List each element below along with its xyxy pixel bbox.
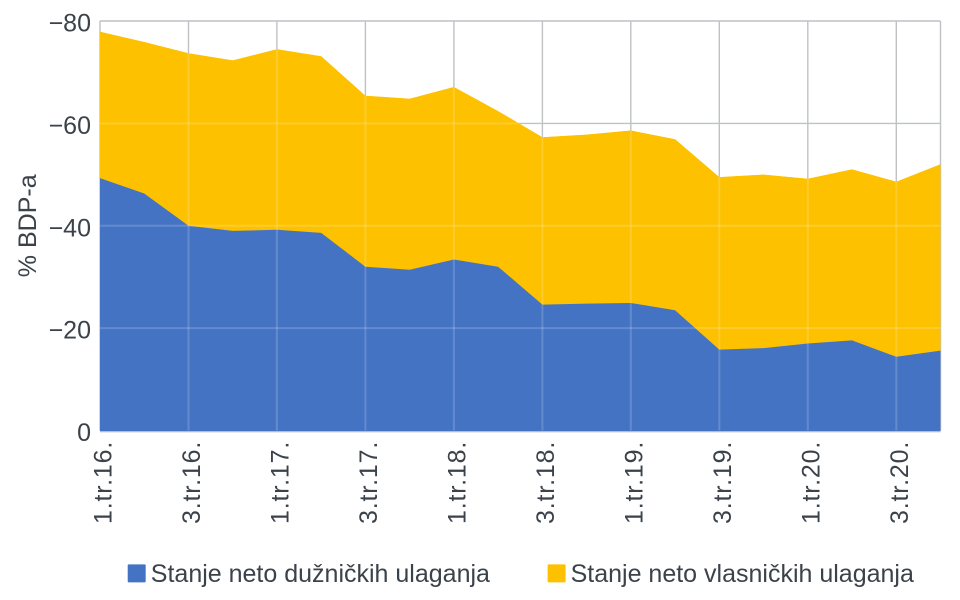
svg-text:3.tr.20.: 3.tr.20. (886, 441, 914, 524)
svg-text:0: 0 (77, 419, 91, 447)
svg-text:3.tr.17.: 3.tr.17. (355, 441, 383, 524)
svg-text:−40: −40 (49, 214, 91, 242)
svg-text:1.tr.19.: 1.tr.19. (620, 441, 648, 524)
svg-text:3.tr.16.: 3.tr.16. (178, 441, 206, 524)
svg-text:3.tr.18.: 3.tr.18. (532, 441, 560, 524)
svg-text:Stanje neto vlasničkih ulaganj: Stanje neto vlasničkih ulaganja (571, 560, 914, 588)
svg-text:1.tr.16.: 1.tr.16. (90, 441, 118, 524)
svg-text:1.tr.17.: 1.tr.17. (266, 441, 294, 524)
svg-text:Stanje neto dužničkih ulaganja: Stanje neto dužničkih ulaganja (151, 560, 490, 588)
svg-text:1.tr.20.: 1.tr.20. (797, 441, 825, 524)
svg-text:−80: −80 (49, 10, 91, 38)
svg-text:−20: −20 (49, 317, 91, 345)
svg-text:−60: −60 (49, 112, 91, 140)
svg-text:% BDP-a: % BDP-a (14, 174, 42, 277)
svg-text:1.tr.18.: 1.tr.18. (443, 441, 471, 524)
svg-text:3.tr.19.: 3.tr.19. (709, 441, 737, 524)
